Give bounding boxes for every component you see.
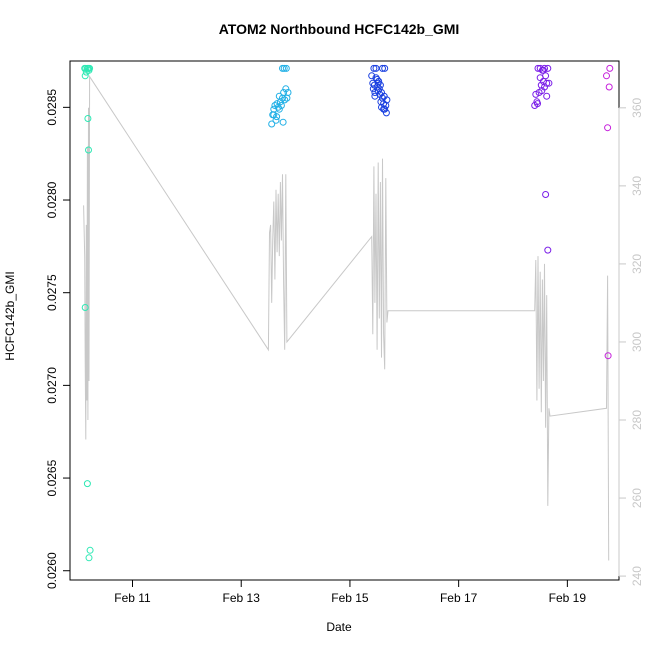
data-point-s2-19 [383,96,391,104]
data-point-s3-18 [539,66,547,74]
right-y-tick-label: 360 [630,97,644,117]
data-point-s1-19 [282,64,290,72]
data-point-s0-7 [85,66,93,74]
right-y-axis: 240 260 280 300 320 340 360 [618,97,644,586]
data-point-s3-13 [545,79,553,87]
data-point-s1-22 [270,111,278,119]
data-point-s2-23 [381,64,389,72]
x-tick-label: Feb 17 [440,591,478,605]
y-tick-label: 0.0275 [45,274,59,311]
right-y-tick-label: 260 [630,488,644,508]
data-point-s2-28 [374,79,382,87]
data-point-s2-24 [373,76,381,83]
chart-title: ATOM2 Northbound HCFC142b_GMI [219,21,460,37]
data-point-s0-8 [84,115,92,122]
data-point-s2-27 [378,89,385,96]
data-point-s2-20 [370,64,378,72]
data-point-s3-16 [534,100,541,108]
y-tick-label: 0.0285 [45,89,59,126]
data-point-s4-1 [606,64,614,72]
data-point-s0-6 [81,72,89,80]
data-point-s1-18 [280,64,288,72]
data-point-s1-14 [284,89,292,96]
x-tick-label: Feb 13 [223,591,261,605]
right-y-tick-label: 320 [630,254,644,274]
data-point-s3-12 [544,64,552,72]
data-point-s4-3 [604,124,612,132]
y-axis-label: HCFC142b_GMI [3,271,17,360]
data-point-s1-0 [268,120,276,128]
data-point-s3-21 [538,87,546,95]
data-point-s2-10 [376,81,384,89]
x-axis-label: Date [326,620,352,634]
secondary-series-line [83,74,610,561]
data-point-s3-20 [544,246,552,254]
y-tick-label: 0.0280 [45,181,59,218]
y-tick-label: 0.0260 [45,552,59,589]
y-tick-label: 0.0265 [45,459,59,496]
data-point-s4-4 [604,352,612,360]
data-point-s0-11 [83,480,91,488]
data-point-s0-9 [85,146,92,154]
data-point-s0-13 [85,554,93,562]
data-point-s0-12 [86,546,94,554]
right-y-tick-label: 300 [630,332,644,352]
x-tick-label: Feb 15 [331,591,369,605]
data-point-s3-17 [543,92,551,100]
right-y-tick-label: 240 [630,566,644,586]
data-point-s2-0 [368,72,376,80]
data-point-s2-26 [371,92,379,100]
data-point-s1-12 [282,85,290,93]
points-layer [81,64,614,562]
x-tick-label: Feb 19 [549,591,587,605]
right-y-tick-label: 280 [630,410,644,430]
y-axis: 0.0260 0.0265 0.0270 0.0275 0.0280 0.0285 [45,89,71,589]
data-point-s4-2 [605,83,613,91]
data-point-s2-22 [379,64,386,72]
data-point-s1-10 [280,89,288,96]
right-y-tick-label: 340 [630,176,644,196]
data-point-s3-11 [543,79,551,87]
data-point-s4-0 [603,72,610,80]
data-point-s0-10 [81,304,89,311]
data-point-s1-11 [281,96,289,104]
secondary-line-layer [83,74,610,561]
data-point-s3-19 [542,191,550,198]
x-tick-label: Feb 11 [114,591,151,605]
data-point-s2-29 [380,105,388,113]
y-tick-label: 0.0270 [45,367,59,404]
data-point-s1-21 [274,103,282,111]
x-axis: Feb 11 Feb 13 Feb 15 Feb 17 Feb 19 [114,579,587,605]
data-point-s1-20 [279,118,287,126]
